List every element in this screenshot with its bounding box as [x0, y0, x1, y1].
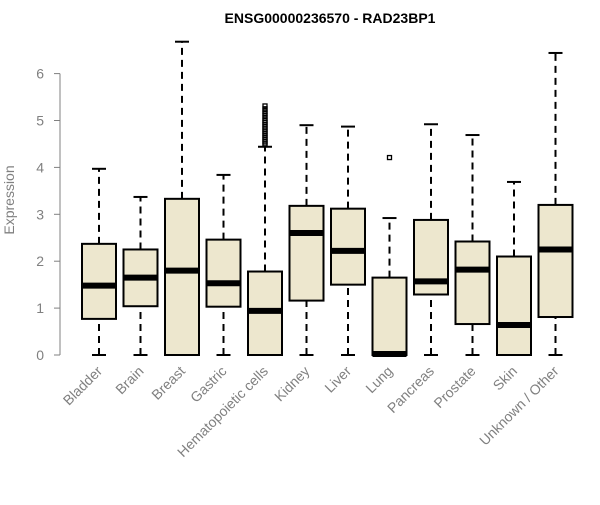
box-unknown-other [537, 51, 574, 356]
outlier-point [386, 154, 393, 161]
x-tick-label: Liver [321, 363, 354, 396]
x-tick-label: Skin [490, 363, 521, 394]
y-tick-label: 5 [36, 113, 44, 129]
box-prostate [454, 134, 491, 356]
y-tick-label: 1 [36, 300, 44, 316]
y-axis: 0 1 2 3 4 5 6 [36, 66, 61, 363]
x-tick-label: Bladder [60, 363, 106, 409]
x-tick-label: Prostate [430, 363, 478, 411]
y-tick-label: 0 [36, 347, 44, 363]
y-axis-title: Expression [1, 165, 17, 234]
box-skin [496, 180, 532, 357]
x-tick-label: Brain [112, 363, 146, 397]
x-tick-label: Breast [148, 363, 188, 403]
y-tick-label: 6 [36, 66, 44, 82]
y-tick-label: 3 [36, 206, 44, 222]
box-gastric [205, 173, 242, 356]
box-lung [371, 154, 408, 358]
iqr-box [81, 242, 117, 320]
x-tick-label: Kidney [271, 363, 313, 405]
x-tick-label: Lung [362, 363, 395, 396]
outlier-point [262, 106, 268, 112]
box-liver [330, 125, 366, 356]
chart-title: ENSG00000236570 - RAD23BP1 [225, 10, 436, 26]
box-kidney [288, 124, 325, 356]
iqr-box [288, 204, 325, 302]
iqr-box [164, 197, 200, 356]
y-tick-label: 2 [36, 253, 44, 269]
boxes [81, 40, 574, 358]
iqr-box [496, 255, 532, 357]
box-breast [164, 40, 200, 356]
box-bladder [81, 167, 117, 356]
box-brain [122, 195, 159, 356]
outlier-point [262, 103, 268, 109]
box-pancreas [413, 123, 449, 356]
y-tick-label: 4 [36, 159, 44, 175]
iqr-box [454, 240, 491, 326]
iqr-box [330, 207, 366, 286]
iqr-box [371, 276, 408, 356]
iqr-box [205, 238, 242, 308]
box-hematopoietic-cells [247, 103, 283, 357]
x-tick-label: Unknown / Other [476, 363, 562, 449]
iqr-box [537, 203, 574, 319]
